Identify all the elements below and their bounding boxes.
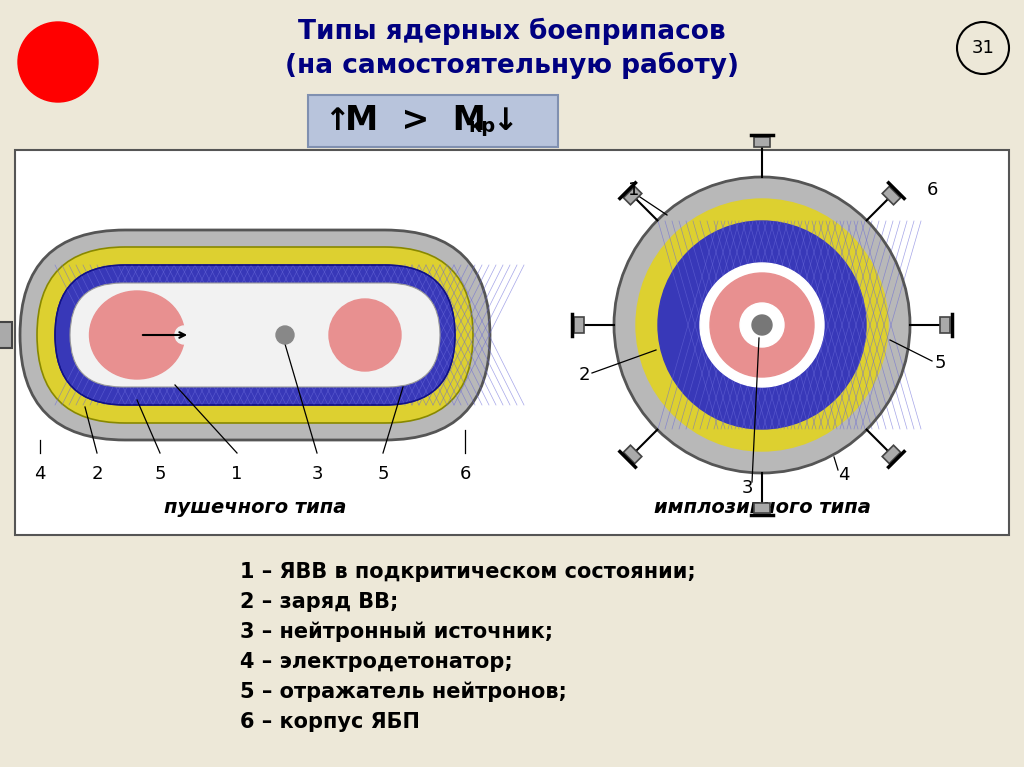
FancyBboxPatch shape [37,247,473,423]
Text: имплозивного типа: имплозивного типа [653,498,870,517]
Text: ↓: ↓ [492,107,517,136]
Text: 5: 5 [377,465,389,483]
Text: ↑: ↑ [325,107,361,136]
FancyBboxPatch shape [70,283,440,387]
Text: 6: 6 [927,181,938,199]
Circle shape [752,315,772,335]
Text: пушечного типа: пушечного типа [164,498,346,517]
Polygon shape [754,503,770,513]
Text: 2 – заряд ВВ;: 2 – заряд ВВ; [240,592,398,612]
FancyBboxPatch shape [15,150,1009,535]
Text: 3: 3 [311,465,323,483]
Circle shape [636,199,888,451]
Text: 1 – ЯВВ в подкритическом состоянии;: 1 – ЯВВ в подкритическом состоянии; [240,562,695,582]
Circle shape [700,263,824,387]
Text: 31: 31 [972,39,994,57]
Text: 6: 6 [460,465,471,483]
Text: 5: 5 [155,465,166,483]
Circle shape [18,22,98,102]
Text: 6 – корпус ЯБП: 6 – корпус ЯБП [240,712,420,732]
Circle shape [740,303,784,347]
Text: 4: 4 [34,465,46,483]
Polygon shape [940,317,950,333]
Polygon shape [883,186,900,205]
Polygon shape [624,445,642,463]
Text: кр: кр [468,117,496,137]
Polygon shape [883,445,900,463]
Ellipse shape [89,291,184,379]
Ellipse shape [329,299,401,371]
Text: 5: 5 [934,354,946,372]
Text: 1: 1 [629,181,640,199]
FancyBboxPatch shape [20,230,490,440]
Text: Типы ядерных боеприпасов: Типы ядерных боеприпасов [298,18,726,45]
Text: (на самостоятельную работу): (на самостоятельную работу) [285,52,739,79]
Polygon shape [754,137,770,147]
Circle shape [710,273,814,377]
Text: 1: 1 [231,465,243,483]
Text: M  >  M: M > M [345,104,485,137]
Bar [0,322,12,348]
Ellipse shape [175,326,193,344]
Polygon shape [624,186,642,205]
FancyBboxPatch shape [55,265,455,405]
Circle shape [276,326,294,344]
FancyBboxPatch shape [308,95,558,147]
Text: 2: 2 [579,366,590,384]
Text: 5 – отражатель нейтронов;: 5 – отражатель нейтронов; [240,682,567,703]
Circle shape [658,221,866,429]
Text: 3: 3 [741,479,753,497]
Text: 4: 4 [839,466,850,484]
Circle shape [614,177,910,473]
Text: 3 – нейтронный источник;: 3 – нейтронный источник; [240,622,553,643]
Polygon shape [574,317,584,333]
Text: 4 – электродетонатор;: 4 – электродетонатор; [240,652,513,672]
Text: 2: 2 [91,465,102,483]
